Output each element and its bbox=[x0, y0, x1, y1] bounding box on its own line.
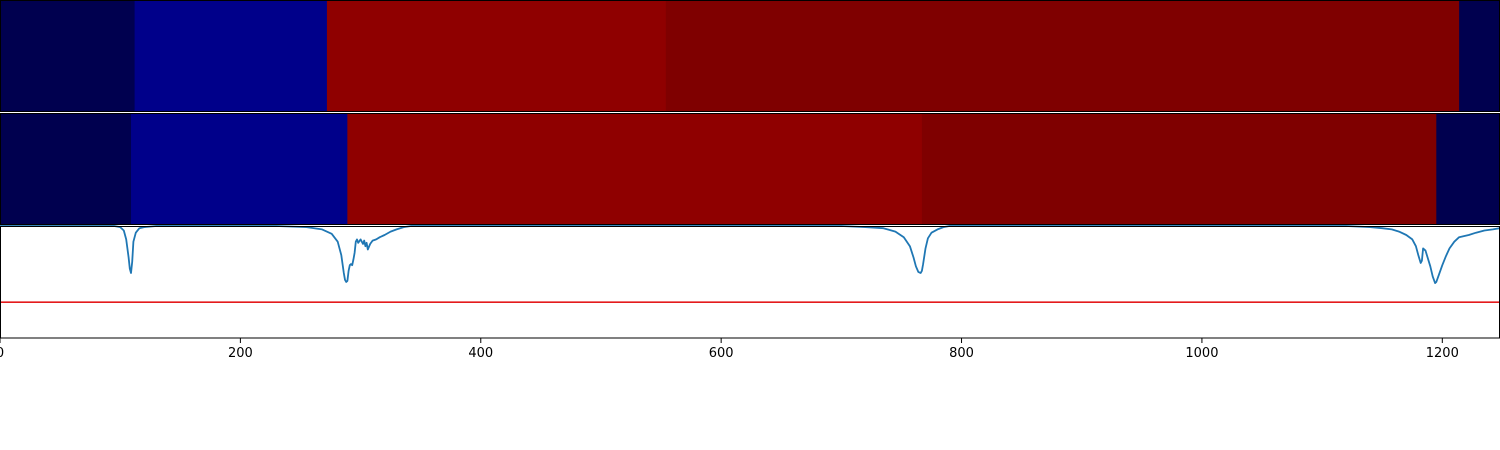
segment-row-1-block-4 bbox=[665, 0, 1460, 112]
segment-row-2-block-3 bbox=[347, 113, 923, 225]
x-axis: 0 200 400 600 800 1000 1200 bbox=[0, 337, 1500, 361]
x-tick-label-200: 200 bbox=[228, 346, 253, 361]
segment-row-2-block-1 bbox=[0, 113, 132, 225]
segment-row-1-block-3 bbox=[326, 0, 667, 112]
x-tick-label-0: 0 bbox=[0, 346, 4, 361]
x-tick-label-800: 800 bbox=[949, 346, 974, 361]
segment-row-1-block-1 bbox=[0, 0, 136, 112]
signal-panel-background bbox=[0, 226, 1500, 338]
segment-row-1 bbox=[0, 0, 1500, 112]
segment-row-1-block-5 bbox=[1459, 0, 1500, 112]
x-tick-label-1000: 1000 bbox=[1185, 346, 1218, 361]
segment-row-2-block-5 bbox=[1436, 113, 1500, 225]
segment-row-1-block-2 bbox=[134, 0, 328, 112]
signal-panel bbox=[0, 225, 1500, 338]
x-tick-label-1200: 1200 bbox=[1426, 346, 1459, 361]
segment-rows bbox=[0, 0, 1500, 225]
segment-row-2-block-2 bbox=[131, 113, 348, 225]
segment-row-2 bbox=[0, 113, 1500, 225]
segment-row-2-block-4 bbox=[921, 113, 1437, 225]
x-tick-label-400: 400 bbox=[468, 346, 493, 361]
x-tick-label-600: 600 bbox=[709, 346, 734, 361]
